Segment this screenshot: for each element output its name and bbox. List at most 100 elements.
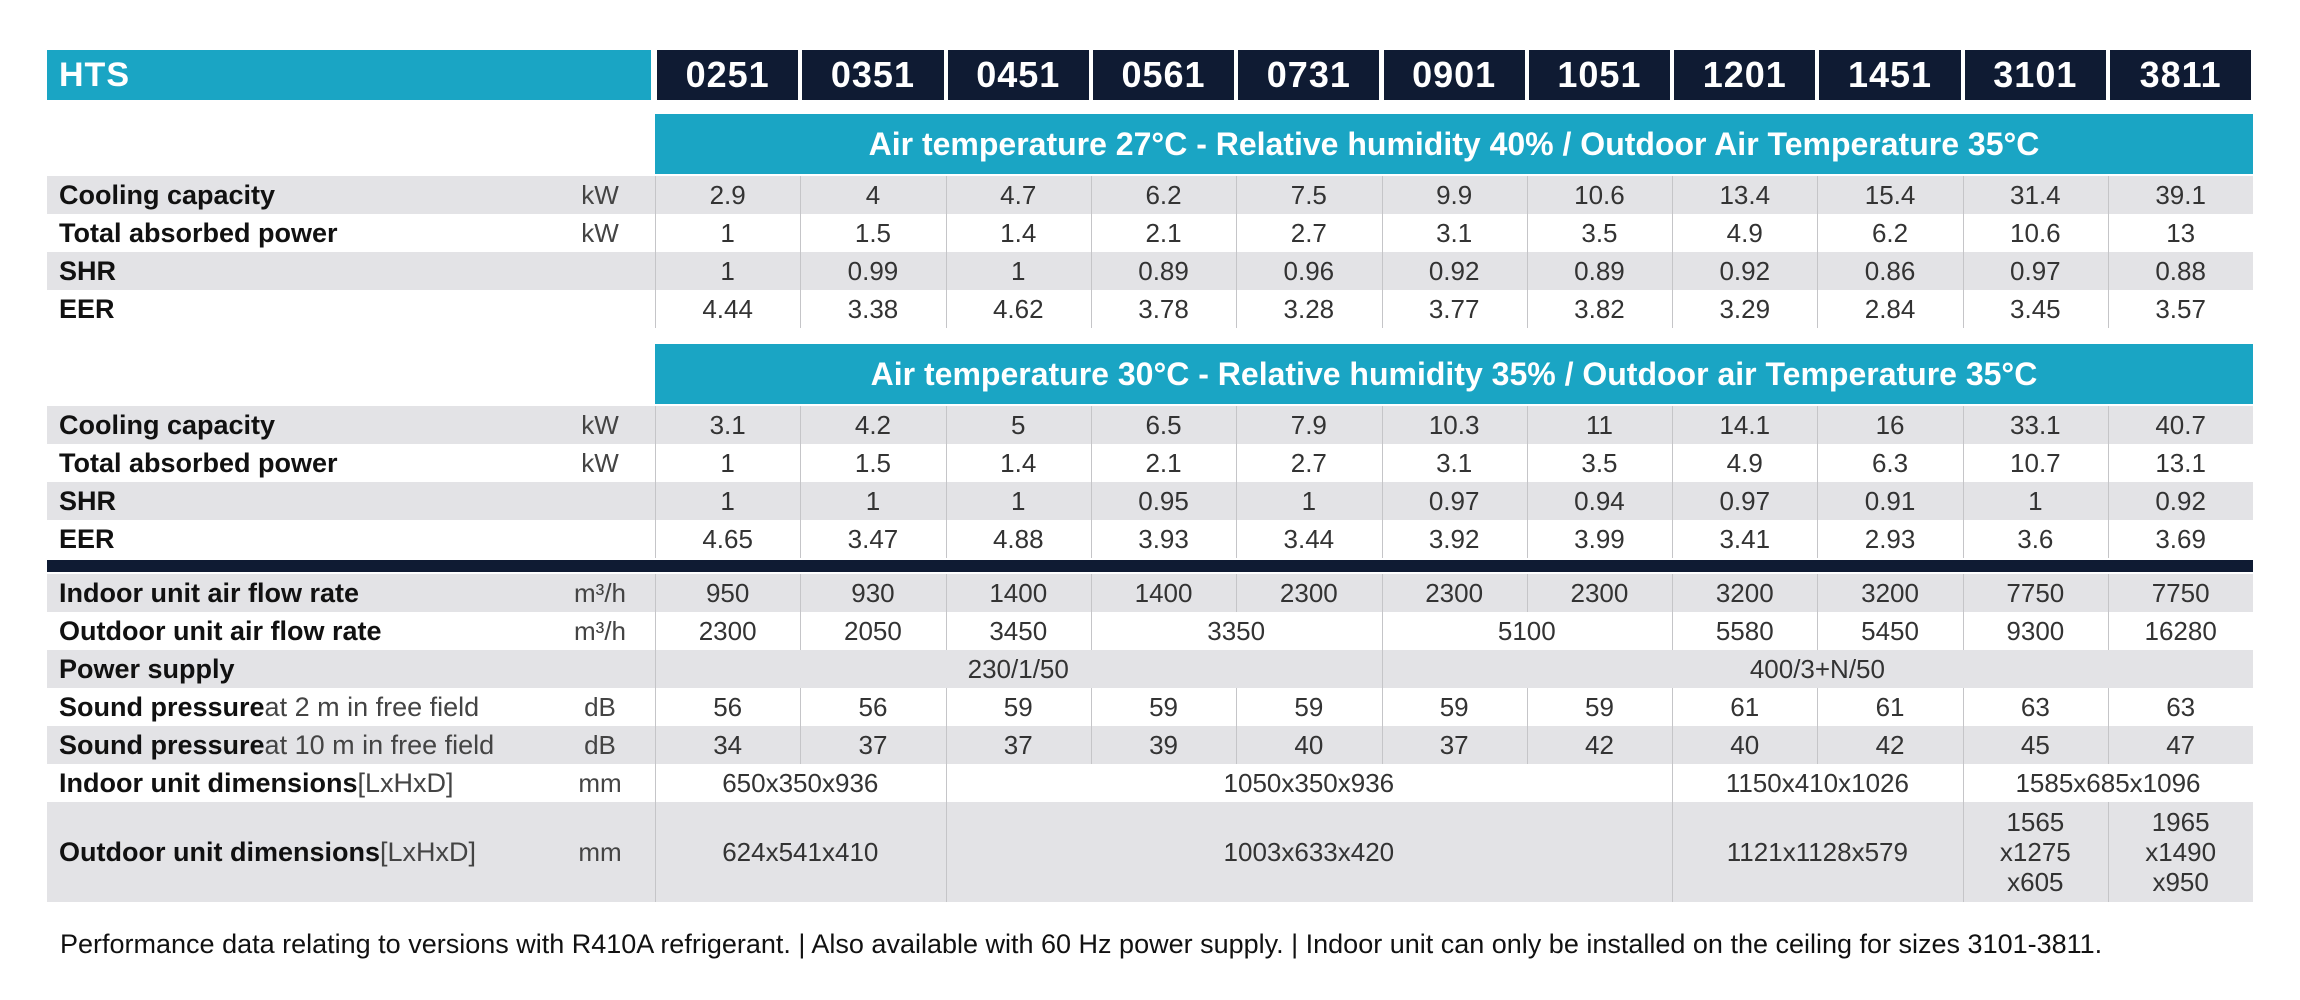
column-divider <box>2108 612 2109 650</box>
value-cell: 3.41 <box>1719 523 1771 554</box>
value-cell: 6.2 <box>1871 217 1909 248</box>
column-divider <box>1962 726 1964 764</box>
row-label-text: Outdoor unit air flow rate <box>59 615 382 646</box>
model-header: 1451 <box>1819 50 1961 100</box>
column-divider <box>2108 482 2109 520</box>
row-background <box>47 802 2253 902</box>
column-divider <box>1236 520 1238 558</box>
row-label-text: Total absorbed power <box>59 447 338 478</box>
value-cell: 5450 <box>1861 615 1919 646</box>
column-divider <box>655 520 656 558</box>
value-cell: 1 <box>865 485 881 516</box>
row-label: Outdoor unit dimensions [LxHxD] <box>47 802 495 902</box>
column-divider <box>1672 726 1674 764</box>
column-divider <box>1817 574 1819 612</box>
model-header: 3101 <box>1964 50 2106 100</box>
value-cell: 0.97 <box>2010 255 2061 286</box>
value-cell: 34 <box>713 729 743 760</box>
value-cell: 1585x685x1096 <box>2015 767 2201 798</box>
column-divider <box>1672 574 1674 612</box>
column-divider <box>1381 612 1383 650</box>
column-divider <box>800 176 802 214</box>
value-cell: 7750 <box>2006 577 2065 608</box>
column-divider <box>1381 650 1383 688</box>
value-cell: 0.92 <box>2155 485 2206 516</box>
value-cell: 950 <box>705 577 750 608</box>
value-line: x1275 <box>1999 837 2071 867</box>
value-cell: 4.9 <box>1726 447 1763 478</box>
value-cell: 2300 <box>1570 577 1629 608</box>
column-divider <box>2108 688 2109 726</box>
brand-header: HTS <box>47 50 651 100</box>
column-divider <box>1962 444 1964 482</box>
value-cell: 3.57 <box>2155 293 2206 324</box>
value-cell: 1 <box>720 217 735 248</box>
column-divider <box>1090 612 1092 650</box>
row-background <box>47 444 2253 482</box>
column-divider <box>945 406 947 444</box>
value-cell: 0.97 <box>1428 485 1480 516</box>
value-line: 1565 <box>2006 807 2065 837</box>
column-divider <box>1526 520 1528 558</box>
row-label-text: Cooling capacity <box>59 409 276 440</box>
value-cell: 31.4 <box>2010 179 2061 210</box>
value-cell: 0.89 <box>1138 255 1189 286</box>
column-divider <box>1090 688 1092 726</box>
value-cell: 3.93 <box>1138 523 1189 554</box>
value-cell: 1 <box>720 485 735 516</box>
column-divider <box>1090 214 1092 252</box>
column-divider <box>1381 482 1383 520</box>
value-cell: 33.1 <box>2010 409 2061 440</box>
value-cell: 4 <box>865 179 881 210</box>
column-divider <box>1672 406 1674 444</box>
value-cell: 3.99 <box>1574 523 1625 554</box>
value-cell: 230/1/50 <box>967 653 1069 684</box>
value-cell: 7.5 <box>1290 179 1327 210</box>
row-unit: mm <box>578 767 622 798</box>
value-cell: 1 <box>2028 485 2043 516</box>
column-divider <box>1526 574 1528 612</box>
value-cell: 2.7 <box>1290 447 1327 478</box>
column-divider <box>1236 574 1238 612</box>
column-divider <box>1526 290 1528 328</box>
column-divider <box>655 764 656 802</box>
value-cell: 6.3 <box>1871 447 1909 478</box>
column-divider <box>800 252 802 290</box>
row-label-text: EER <box>59 523 115 554</box>
row-label: Sound pressure at 10 m in free field <box>47 726 495 764</box>
value-cell: 1121x1128x579 <box>1726 836 1908 867</box>
value-cell: 0.96 <box>1283 255 1335 286</box>
row-unit: dB <box>584 691 616 722</box>
column-divider <box>1090 726 1092 764</box>
row-label-qualifier: [LxHxD] <box>379 836 477 867</box>
column-divider <box>1236 176 1238 214</box>
value-cell: 14.1 <box>1719 409 1771 440</box>
value-cell: 37 <box>1003 729 1033 760</box>
column-divider <box>1236 726 1238 764</box>
column-divider <box>1817 520 1819 558</box>
value-cell: 40.7 <box>2155 409 2206 440</box>
row-background <box>47 650 2253 688</box>
column-divider <box>1962 520 1964 558</box>
row-label-qualifier: [LxHxD] <box>357 767 454 798</box>
column-divider <box>1381 406 1383 444</box>
value-cell: 15.4 <box>1864 179 1916 210</box>
value-cell: 5 <box>1011 409 1026 440</box>
value-cell: 3.6 <box>2017 523 2054 554</box>
value-cell: 56 <box>858 691 888 722</box>
model-header: 1051 <box>1528 50 1671 100</box>
value-cell: 2.1 <box>1145 217 1182 248</box>
column-divider <box>1962 176 1964 214</box>
column-divider <box>1236 688 1238 726</box>
value-cell: 63 <box>2020 691 2050 722</box>
value-cell: 3.1 <box>1436 217 1473 248</box>
column-divider <box>1090 520 1092 558</box>
value-line: 1965 <box>2151 807 2210 837</box>
row-background <box>47 176 2253 214</box>
value-cell: 59 <box>1003 691 1033 722</box>
value-cell: 0.99 <box>847 255 899 286</box>
value-cell: 59 <box>1149 691 1178 722</box>
value-cell: 1 <box>720 255 735 286</box>
value-cell: 5100 <box>1497 615 1556 646</box>
row-label-text: SHR <box>59 485 117 516</box>
